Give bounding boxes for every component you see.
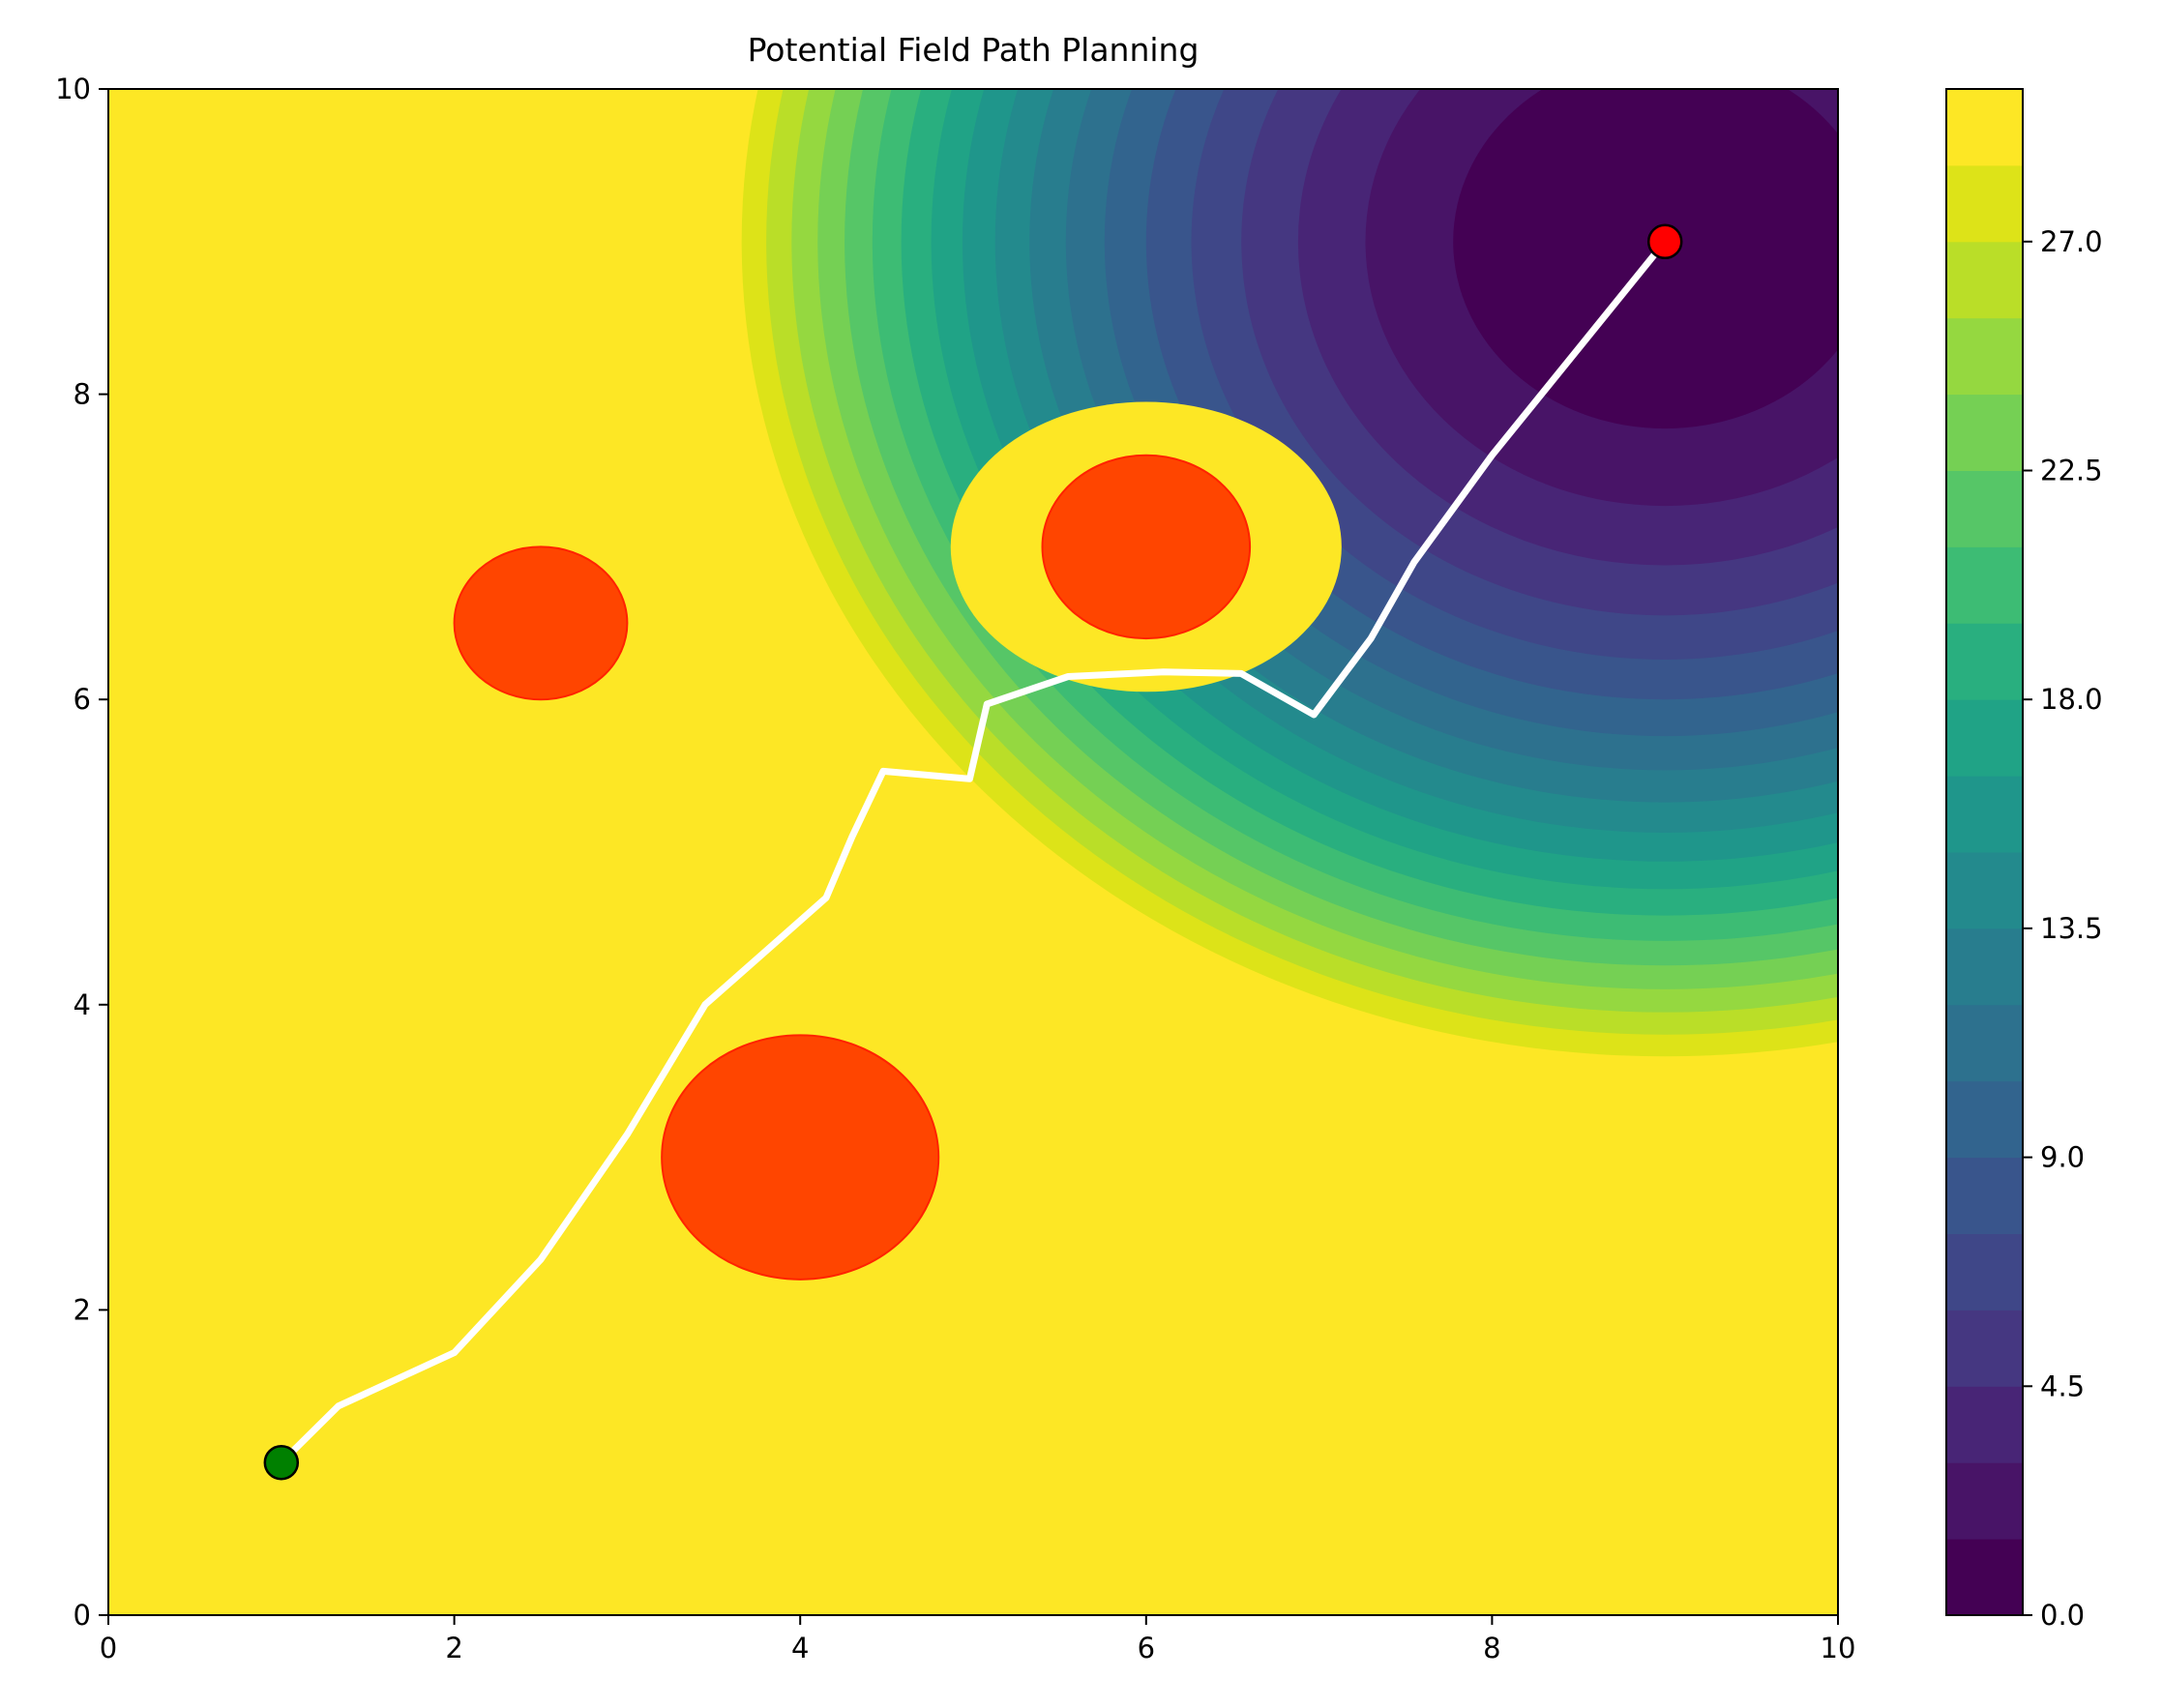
colorbar-band [1946, 1233, 2023, 1310]
y-tick-label: 10 [55, 73, 91, 105]
colorbar-band [1946, 1539, 2023, 1616]
colorbar-tick-label: 18.0 [2040, 683, 2103, 716]
colorbar-band [1946, 776, 2023, 853]
colorbar-tick-label: 9.0 [2040, 1141, 2085, 1174]
colorbar-band [1946, 470, 2023, 547]
colorbar-tick-label: 13.5 [2040, 912, 2103, 945]
colorbar-band [1946, 1462, 2023, 1540]
x-tick-label: 6 [1138, 1632, 1155, 1664]
colorbar-ticks: 0.0 4.5 9.0 13.5 18.0 22.5 27.0 [2023, 225, 2103, 1632]
obstacles [453, 454, 1252, 1281]
obstacle-1 [661, 1034, 940, 1281]
colorbar-band [1946, 699, 2023, 777]
colorbar-band [1946, 852, 2023, 929]
x-tick-label: 8 [1483, 1632, 1500, 1664]
plot-area [108, 89, 1838, 1615]
colorbar-band [1946, 928, 2023, 1006]
colorbar-band [1946, 89, 2023, 166]
obstacle-3 [1041, 454, 1252, 640]
colorbar-band [1946, 1157, 2023, 1234]
y-tick-label: 0 [74, 1599, 91, 1632]
colorbar-band [1946, 1386, 2023, 1463]
chart-title: Potential Field Path Planning [748, 31, 1200, 69]
x-tick-label: 4 [791, 1632, 809, 1664]
colorbar-bands [1946, 89, 2023, 1616]
colorbar-band [1946, 317, 2023, 396]
colorbar: 0.0 4.5 9.0 13.5 18.0 22.5 27.0 [1945, 88, 2103, 1632]
colorbar-band [1946, 1310, 2023, 1387]
x-axis: 0 2 4 6 8 10 [100, 1615, 1856, 1664]
colorbar-tick-label: 27.0 [2040, 225, 2103, 258]
colorbar-band [1946, 394, 2023, 471]
colorbar-band [1946, 623, 2023, 700]
colorbar-band [1946, 164, 2023, 243]
obstacle-2 [453, 545, 629, 701]
y-tick-label: 6 [74, 683, 91, 716]
x-tick-label: 10 [1821, 1632, 1856, 1664]
colorbar-band [1946, 546, 2023, 624]
colorbar-band [1946, 1004, 2023, 1082]
y-tick-label: 2 [74, 1293, 91, 1326]
colorbar-band [1946, 241, 2023, 319]
colorbar-tick-label: 0.0 [2040, 1599, 2085, 1632]
start-marker [263, 1444, 300, 1481]
y-axis: 0 2 4 6 8 10 [55, 73, 108, 1632]
colorbar-tick-label: 22.5 [2040, 455, 2103, 487]
colorbar-band [1946, 1080, 2023, 1159]
x-tick-label: 2 [445, 1632, 462, 1664]
planned-path [278, 238, 1669, 1466]
contour-band [1453, 89, 1838, 429]
y-tick-label: 4 [74, 988, 91, 1021]
goal-marker [1646, 223, 1683, 260]
y-tick-label: 8 [74, 378, 91, 411]
potential-contours [108, 89, 1838, 1615]
colorbar-frame [1945, 88, 2024, 1616]
colorbar-tick-label: 4.5 [2040, 1369, 2085, 1402]
x-tick-label: 0 [100, 1632, 117, 1664]
plot-frame [107, 88, 1839, 1616]
